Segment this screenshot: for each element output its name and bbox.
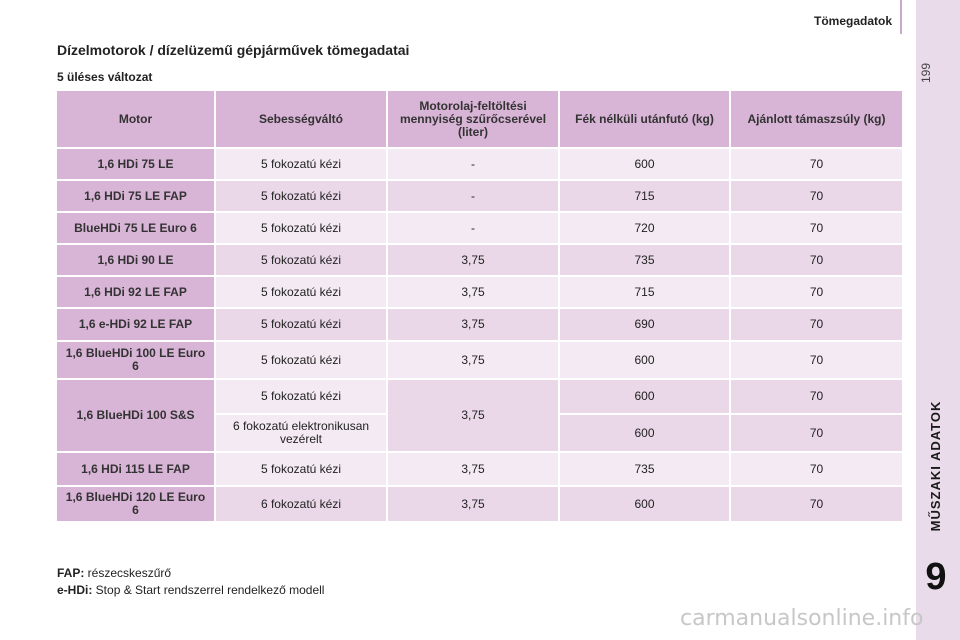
trailer-cell: 600	[560, 378, 731, 413]
watermark: carmanualsonline.info	[680, 606, 924, 631]
trailer-cell: 600	[560, 413, 731, 451]
load-cell: 70	[731, 378, 902, 413]
oil-cell: 3,75	[388, 485, 560, 521]
gearbox-cell: 5 fokozatú kézi	[216, 243, 388, 275]
footnote-text: részecskeszűrő	[84, 566, 172, 580]
gearbox-cell: 5 fokozatú kézi	[216, 378, 388, 413]
load-cell: 70	[731, 413, 902, 451]
load-cell: 70	[731, 307, 902, 340]
gearbox-cell: 5 fokozatú kézi	[216, 307, 388, 340]
motor-cell: 1,6 e-HDi 92 LE FAP	[57, 307, 216, 340]
footnotes: FAP: részecskeszűrő e-HDi: Stop & Start …	[57, 565, 324, 599]
load-cell: 70	[731, 485, 902, 521]
motor-cell: 1,6 HDi 75 LE	[57, 147, 216, 179]
trailer-cell: 715	[560, 275, 731, 307]
trailer-cell: 715	[560, 179, 731, 211]
table-row: 1,6 BlueHDi 120 LE Euro 6 6 fokozatú kéz…	[57, 485, 902, 521]
trailer-cell: 600	[560, 485, 731, 521]
oil-cell: 3,75	[388, 275, 560, 307]
trailer-cell: 735	[560, 243, 731, 275]
gearbox-cell: 5 fokozatú kézi	[216, 340, 388, 378]
motor-cell: 1,6 BlueHDi 100 S&S	[57, 378, 216, 451]
gearbox-cell: 5 fokozatú kézi	[216, 147, 388, 179]
oil-cell: 3,75	[388, 378, 560, 451]
table-row: 1,6 HDi 75 LE 5 fokozatú kézi - 600 70	[57, 147, 902, 179]
trailer-cell: 600	[560, 340, 731, 378]
column-header-trailer: Fék nélküli utánfutó (kg)	[560, 91, 731, 147]
motor-cell: BlueHDi 75 LE Euro 6	[57, 211, 216, 243]
weights-table: Motor Sebességváltó Motorolaj-feltöltési…	[57, 91, 902, 521]
oil-cell: -	[388, 211, 560, 243]
oil-cell: 3,75	[388, 451, 560, 485]
load-cell: 70	[731, 340, 902, 378]
gearbox-cell: 5 fokozatú kézi	[216, 275, 388, 307]
load-cell: 70	[731, 451, 902, 485]
footnote-term: FAP:	[57, 566, 85, 580]
page-subtitle: 5 üléses változat	[57, 70, 153, 84]
trailer-cell: 720	[560, 211, 731, 243]
gearbox-cell: 6 fokozatú kézi	[216, 485, 388, 521]
table-row: 1,6 BlueHDi 100 LE Euro 6 5 fokozatú kéz…	[57, 340, 902, 378]
gearbox-cell: 5 fokozatú kézi	[216, 179, 388, 211]
chapter-label: MŰSZAKI ADATOK	[928, 400, 943, 532]
oil-cell: 3,75	[388, 307, 560, 340]
load-cell: 70	[731, 211, 902, 243]
column-header-gearbox: Sebességváltó	[216, 91, 388, 147]
motor-cell: 1,6 HDi 90 LE	[57, 243, 216, 275]
footnote-fap: FAP: részecskeszűrő	[57, 565, 324, 582]
table-header-row: Motor Sebességváltó Motorolaj-feltöltési…	[57, 91, 902, 147]
header-divider	[900, 0, 902, 34]
footnote-term: e-HDi:	[57, 583, 93, 597]
table-row: 1,6 HDi 75 LE FAP 5 fokozatú kézi - 715 …	[57, 179, 902, 211]
page-number: 199	[919, 62, 933, 84]
motor-cell: 1,6 HDi 115 LE FAP	[57, 451, 216, 485]
table-row: 1,6 HDi 90 LE 5 fokozatú kézi 3,75 735 7…	[57, 243, 902, 275]
gearbox-cell: 5 fokozatú kézi	[216, 211, 388, 243]
motor-cell: 1,6 HDi 75 LE FAP	[57, 179, 216, 211]
load-cell: 70	[731, 243, 902, 275]
trailer-cell: 690	[560, 307, 731, 340]
motor-cell: 1,6 HDi 92 LE FAP	[57, 275, 216, 307]
table-row: BlueHDi 75 LE Euro 6 5 fokozatú kézi - 7…	[57, 211, 902, 243]
oil-cell: -	[388, 147, 560, 179]
trailer-cell: 600	[560, 147, 731, 179]
table-row: 1,6 BlueHDi 100 S&S 5 fokozatú kézi 3,75…	[57, 378, 902, 451]
motor-cell: 1,6 BlueHDi 100 LE Euro 6	[57, 340, 216, 378]
motor-cell: 1,6 BlueHDi 120 LE Euro 6	[57, 485, 216, 521]
table-row: 1,6 HDi 115 LE FAP 5 fokozatú kézi 3,75 …	[57, 451, 902, 485]
gearbox-cell: 6 fokozatú elektronikusan vezérelt	[216, 413, 388, 451]
footnote-text: Stop & Start rendszerrel rendelkező mode…	[92, 583, 325, 597]
side-margin	[902, 0, 916, 640]
oil-cell: 3,75	[388, 340, 560, 378]
section-header: Tömegadatok	[813, 14, 892, 28]
trailer-cell: 735	[560, 451, 731, 485]
column-header-load: Ajánlott támaszsúly (kg)	[731, 91, 902, 147]
table-row: 6 fokozatú elektronikusan vezérelt 600 7…	[57, 413, 902, 451]
gearbox-cell: 5 fokozatú kézi	[216, 451, 388, 485]
table-row: 1,6 HDi 92 LE FAP 5 fokozatú kézi 3,75 7…	[57, 275, 902, 307]
load-cell: 70	[731, 147, 902, 179]
page-title: Dízelmotorok / dízelüzemű gépjárművek tö…	[57, 42, 410, 58]
column-header-oil: Motorolaj-feltöltési mennyiség szűrőcser…	[388, 91, 560, 147]
chapter-number: 9	[925, 556, 947, 598]
column-header-motor: Motor	[57, 91, 216, 147]
oil-cell: -	[388, 179, 560, 211]
footnote-ehdi: e-HDi: Stop & Start rendszerrel rendelke…	[57, 582, 324, 599]
load-cell: 70	[731, 179, 902, 211]
oil-cell: 3,75	[388, 243, 560, 275]
load-cell: 70	[731, 275, 902, 307]
table-row: 1,6 e-HDi 92 LE FAP 5 fokozatú kézi 3,75…	[57, 307, 902, 340]
